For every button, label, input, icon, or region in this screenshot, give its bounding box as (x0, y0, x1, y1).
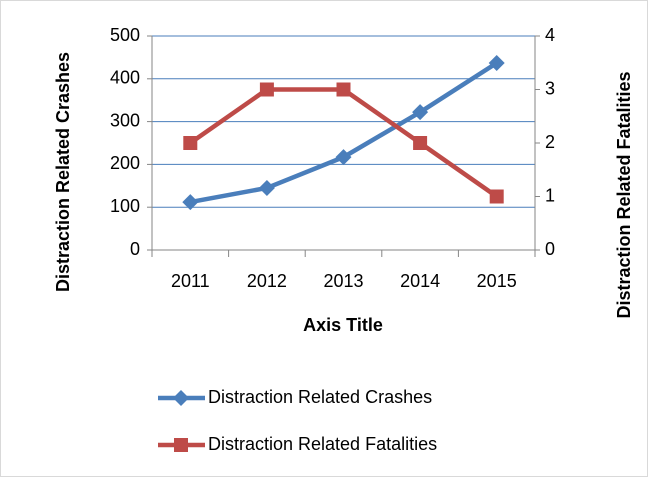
y2-tick-label: 0 (545, 239, 555, 259)
series-marker (335, 149, 352, 166)
y-tick-label: 500 (110, 25, 140, 45)
series-marker (412, 104, 429, 121)
x-axis-title: Axis Title (303, 315, 383, 335)
y2-tick-label: 3 (545, 78, 555, 98)
series-marker (258, 179, 275, 196)
y-tick-label: 300 (110, 110, 140, 130)
x-tick-label: 2011 (171, 271, 210, 291)
y2-tick-label: 2 (545, 132, 555, 152)
legend-label: Distraction Related Fatalities (208, 434, 437, 454)
y-tick-label: 400 (110, 68, 140, 88)
y-tick-label: 200 (110, 153, 140, 173)
y-tick-label: 100 (110, 196, 140, 216)
x-tick-label: 2012 (247, 271, 287, 291)
series-marker (182, 194, 199, 211)
x-tick-label: 2013 (323, 271, 363, 291)
series-marker (259, 82, 274, 97)
legend-label: Distraction Related Crashes (208, 387, 432, 407)
legend-marker (174, 438, 188, 452)
series-marker (488, 54, 505, 71)
y-tick-label: 0 (130, 239, 140, 259)
y2-tick-label: 1 (545, 185, 555, 205)
y2-tick-label: 4 (545, 25, 555, 45)
series-marker (183, 136, 198, 150)
y-axis-title: Distraction Related Crashes (53, 52, 73, 292)
x-tick-label: 2014 (400, 271, 440, 291)
legend-marker (173, 390, 189, 406)
y2-axis-title: Distraction Related Fatalities (614, 71, 634, 318)
series-marker (336, 82, 351, 97)
x-tick-label: 2015 (477, 271, 517, 291)
series-marker (489, 189, 504, 204)
series-marker (413, 136, 428, 150)
